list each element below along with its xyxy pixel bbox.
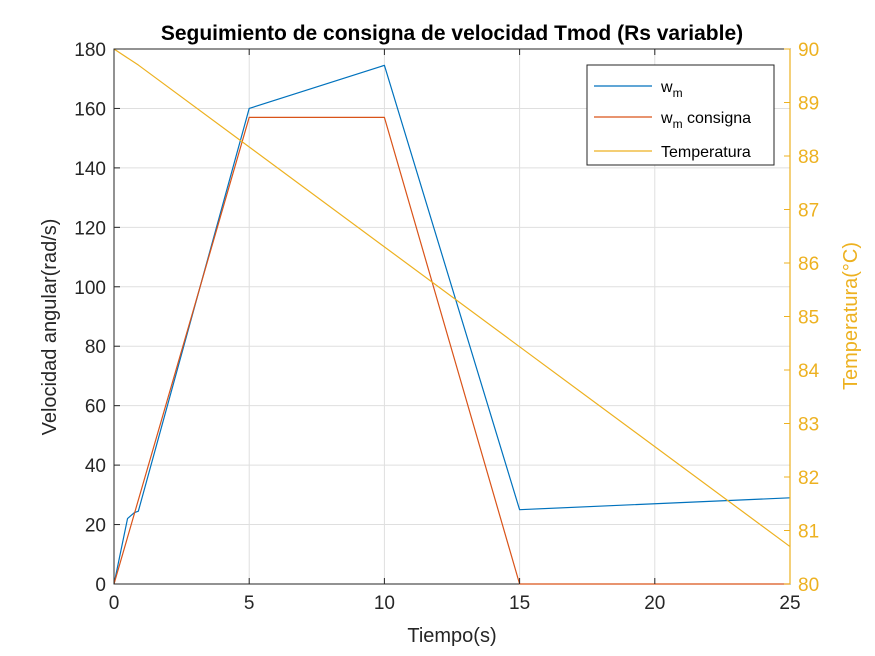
legend-label-name: w — [660, 110, 673, 127]
y-axis-right: 80 81 82 83 84 85 86 87 88 89 90 — [784, 40, 820, 596]
y-tick-label: 80 — [85, 337, 106, 358]
y-tick-label: 180 — [74, 40, 106, 61]
legend-label-name: Temperatura — [661, 144, 751, 161]
y-tick-label: 140 — [74, 159, 106, 180]
legend-label-subscript: m — [673, 86, 683, 100]
y-tick-label: 0 — [95, 575, 106, 596]
x-tick-label: 20 — [644, 593, 665, 614]
x-axis: 0 5 10 15 20 25 — [109, 49, 801, 614]
y-axis-label: Velocidad angular(rad/s) — [39, 219, 61, 436]
y2-tick-label: 88 — [798, 147, 819, 168]
y2-tick-label: 83 — [798, 415, 819, 436]
y2-tick-label: 80 — [798, 575, 819, 596]
y2-tick-label: 86 — [798, 254, 819, 275]
x-tick-label: 15 — [509, 593, 530, 614]
legend-label-name: w — [660, 79, 673, 96]
y-axis-left: 0 20 40 60 80 100 120 140 160 180 — [74, 40, 120, 596]
x-tick-label: 10 — [374, 593, 395, 614]
chart-title: Seguimiento de consigna de velocidad Tmo… — [161, 22, 743, 45]
legend-label: wm — [660, 79, 683, 100]
y2-tick-label: 84 — [798, 361, 820, 382]
y2-tick-label: 89 — [798, 94, 819, 115]
y-tick-label: 40 — [85, 456, 106, 477]
legend-box — [586, 64, 775, 166]
series-lines — [113, 48, 791, 585]
y-tick-label: 160 — [74, 99, 106, 120]
x-tick-label: 25 — [779, 593, 800, 614]
series-line-3 — [113, 48, 791, 548]
series-line-2 — [113, 116, 790, 585]
y2-tick-label: 82 — [798, 468, 819, 489]
y-tick-label: 60 — [85, 397, 106, 418]
legend-label: wm consigna — [660, 110, 751, 131]
y2-tick-label: 87 — [798, 201, 819, 222]
y2-tick-label: 85 — [798, 308, 819, 329]
y-tick-label: 20 — [85, 516, 106, 537]
x-tick-label: 5 — [244, 593, 255, 614]
y2-tick-label: 81 — [798, 522, 819, 543]
y-tick-label: 100 — [74, 278, 106, 299]
x-axis-label: Tiempo(s) — [407, 625, 496, 647]
legend-label: Temperatura — [661, 144, 751, 161]
y-tick-label: 120 — [74, 218, 106, 239]
legend-label-suffix: consigna — [683, 110, 752, 127]
legend-label-subscript: m — [673, 117, 683, 131]
y2-axis-label: Temperatura(°C) — [840, 242, 862, 390]
x-tick-label: 0 — [109, 593, 120, 614]
grid — [113, 48, 791, 585]
y2-tick-label: 90 — [798, 40, 819, 61]
